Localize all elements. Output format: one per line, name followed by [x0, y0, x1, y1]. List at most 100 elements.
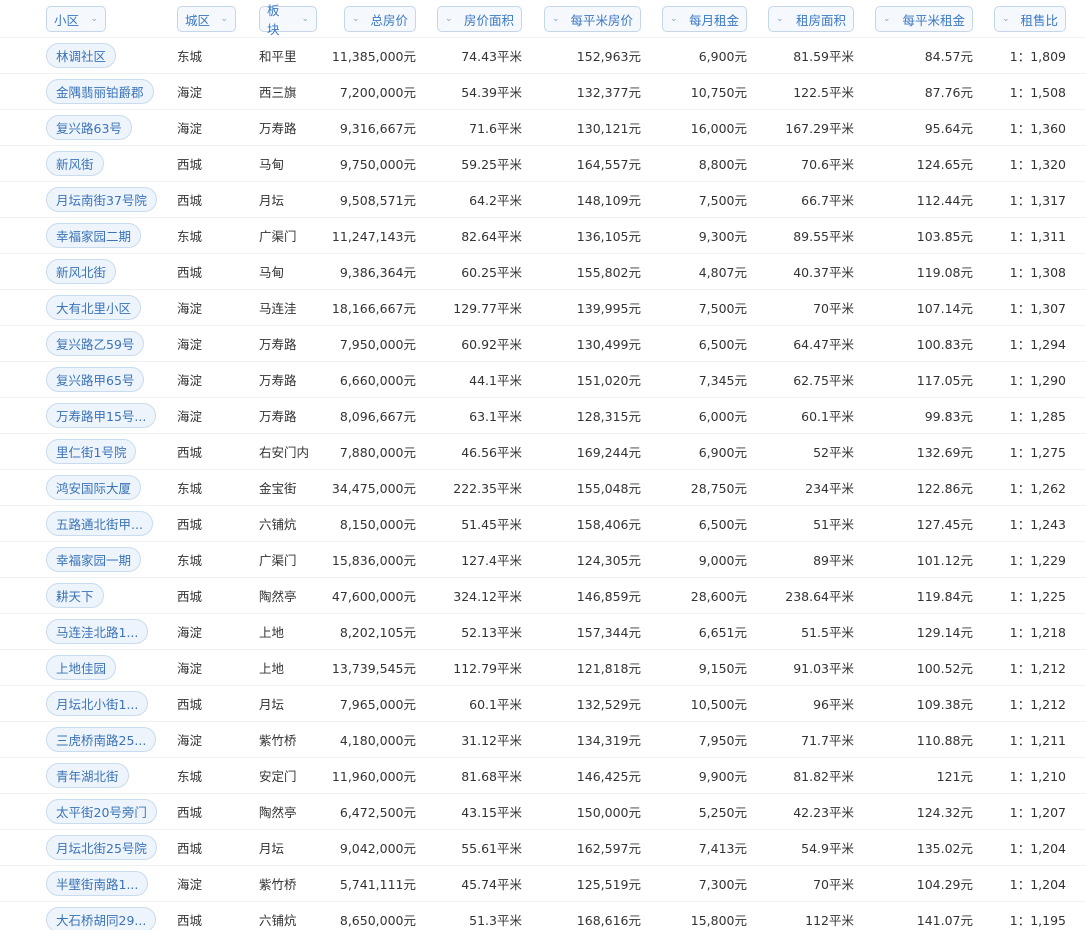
house-area-cell: 112.79平米: [453, 661, 522, 676]
rent-area-cell: 91.03平米: [793, 661, 854, 676]
community-tag[interactable]: 耕天下: [46, 583, 104, 608]
price-per-sqm-cell: 162,597元: [576, 841, 641, 856]
community-tag[interactable]: 太平街20号旁门: [46, 799, 157, 824]
ratio-cell: 1：1,204: [1009, 841, 1066, 856]
price-per-sqm-cell: 164,557元: [576, 157, 641, 172]
rent-area-cell: 96平米: [813, 697, 854, 712]
table-row: 复兴路甲65号 海淀 万寿路 6,660,000元 44.1平米 151,020…: [0, 362, 1086, 398]
house-area-cell: 31.12平米: [461, 733, 522, 748]
price-per-sqm-cell: 134,319元: [576, 733, 641, 748]
rent-area-cell: 71.7平米: [801, 733, 854, 748]
header-house-area-sort[interactable]: ⌄ 房价面积: [437, 6, 522, 32]
house-area-cell: 71.6平米: [469, 121, 522, 136]
price-per-sqm-cell: 132,377元: [576, 85, 641, 100]
ratio-cell: 1：1,320: [1009, 157, 1066, 172]
sort-desc-icon: ⌄: [1002, 14, 1010, 24]
total-price-cell: 8,650,000元: [339, 913, 416, 928]
header-rent-area-sort[interactable]: ⌄ 租房面积: [768, 6, 854, 32]
chevron-down-icon: ⌄: [776, 14, 784, 24]
rent-area-cell: 62.75平米: [793, 373, 854, 388]
community-tag[interactable]: 五路通北街甲...: [46, 511, 153, 536]
district-cell: 西城: [177, 697, 203, 712]
table-row: 耕天下 西城 陶然亭 47,600,000元 324.12平米 146,859元…: [0, 578, 1086, 614]
price-per-sqm-cell: 130,499元: [576, 337, 641, 352]
house-area-cell: 51.3平米: [469, 913, 522, 928]
block-cell: 月坛: [259, 697, 285, 712]
community-tag[interactable]: 复兴路63号: [46, 115, 132, 140]
community-tag[interactable]: 金隅翡丽铂爵郡: [46, 79, 154, 104]
header-district-filter[interactable]: 城区 ⌄: [177, 6, 236, 32]
community-tag[interactable]: 上地佳园: [46, 655, 117, 680]
community-tag[interactable]: 青年湖北街: [46, 763, 129, 788]
monthly-rent-cell: 9,300元: [698, 229, 747, 244]
price-per-sqm-cell: 132,529元: [576, 697, 641, 712]
total-price-cell: 7,880,000元: [339, 445, 416, 460]
community-tag[interactable]: 万寿路甲15号...: [46, 403, 157, 428]
monthly-rent-cell: 7,500元: [698, 193, 747, 208]
total-price-cell: 8,096,667元: [339, 409, 416, 424]
community-tag[interactable]: 新风街: [46, 151, 104, 176]
community-name: 耕天下: [56, 589, 94, 604]
header-block-filter[interactable]: 板块 ⌄: [259, 3, 317, 37]
table-row: 三虎桥南路25... 海淀 紫竹桥 4,180,000元 31.12平米 134…: [0, 722, 1086, 758]
block-cell: 六铺炕: [259, 517, 297, 532]
community-tag[interactable]: 复兴路乙59号: [46, 331, 145, 356]
monthly-rent-cell: 6,000元: [698, 409, 747, 424]
community-tag[interactable]: 复兴路甲65号: [46, 367, 145, 392]
ratio-cell: 1：1,218: [1009, 625, 1066, 640]
community-tag[interactable]: 林调社区: [46, 43, 117, 68]
district-cell: 西城: [177, 265, 203, 280]
header-ratio-sort[interactable]: ⌄ 租售比: [994, 6, 1066, 32]
ratio-cell: 1：1,275: [1009, 445, 1066, 460]
header-rent-per-sqm-sort[interactable]: ⌄ 每平米租金: [875, 6, 973, 32]
price-per-sqm-cell: 168,616元: [576, 913, 641, 928]
community-tag[interactable]: 月坛南街37号院: [46, 187, 157, 212]
community-tag[interactable]: 新风北街: [46, 259, 117, 284]
ratio-cell: 1：1,211: [1009, 733, 1066, 748]
rent-per-sqm-cell: 122.86元: [916, 481, 973, 496]
table-row: 里仁街1号院 西城 右安门内 7,880,000元 46.56平米 169,24…: [0, 434, 1086, 470]
table-row: 月坛南街37号院 西城 月坛 9,508,571元 64.2平米 148,109…: [0, 182, 1086, 218]
header-total-price-sort[interactable]: ⌄ 总房价: [344, 6, 416, 32]
community-name: 青年湖北街: [56, 769, 119, 784]
community-tag[interactable]: 半壁街南路1...: [46, 871, 149, 896]
total-price-cell: 9,508,571元: [339, 193, 416, 208]
community-tag[interactable]: 马连洼北路1...: [46, 619, 149, 644]
community-tag[interactable]: 大石桥胡同29...: [46, 907, 157, 930]
ratio-cell: 1：1,204: [1009, 877, 1066, 892]
community-tag[interactable]: 三虎桥南路25...: [46, 727, 157, 752]
header-label: 每平米租金: [902, 12, 965, 28]
table-row: 金隅翡丽铂爵郡 海淀 西三旗 7,200,000元 54.39平米 132,37…: [0, 74, 1086, 110]
price-per-sqm-cell: 146,425元: [576, 769, 641, 784]
table-row: 月坛北小街1... 西城 月坛 7,965,000元 60.1平米 132,52…: [0, 686, 1086, 722]
price-per-sqm-cell: 125,519元: [576, 877, 641, 892]
table-row: 太平街20号旁门 西城 陶然亭 6,472,500元 43.15平米 150,0…: [0, 794, 1086, 830]
community-name: 大石桥胡同29...: [56, 913, 147, 928]
header-monthly-rent-sort[interactable]: ⌄ 每月租金: [662, 6, 747, 32]
header-community-filter[interactable]: 小区 ⌄: [46, 6, 106, 32]
community-tag[interactable]: 里仁街1号院: [46, 439, 137, 464]
rent-area-cell: 40.37平米: [793, 265, 854, 280]
community-tag[interactable]: 幸福家园二期: [46, 223, 142, 248]
header-price-per-sqm-sort[interactable]: ⌄ 每平米房价: [544, 6, 641, 32]
block-cell: 广渠门: [259, 229, 297, 244]
community-tag[interactable]: 鸿安国际大厦: [46, 475, 142, 500]
ratio-cell: 1：1,308: [1009, 265, 1066, 280]
district-cell: 东城: [177, 481, 203, 496]
district-cell: 海淀: [177, 625, 203, 640]
table-row: 复兴路63号 海淀 万寿路 9,316,667元 71.6平米 130,121元…: [0, 110, 1086, 146]
community-tag[interactable]: 幸福家园一期: [46, 547, 142, 572]
community-tag[interactable]: 大有北里小区: [46, 295, 142, 320]
chevron-down-icon: ⌄: [883, 14, 891, 24]
community-tag[interactable]: 月坛北小街1...: [46, 691, 149, 716]
ratio-cell: 1：1,243: [1009, 517, 1066, 532]
rent-area-cell: 70平米: [813, 877, 854, 892]
ratio-cell: 1：1,225: [1009, 589, 1066, 604]
monthly-rent-cell: 6,900元: [698, 49, 747, 64]
total-price-cell: 7,965,000元: [339, 697, 416, 712]
community-name: 半壁街南路1...: [56, 877, 139, 892]
community-tag[interactable]: 月坛北街25号院: [46, 835, 157, 860]
rent-per-sqm-cell: 110.88元: [916, 733, 973, 748]
total-price-cell: 34,475,000元: [331, 481, 416, 496]
